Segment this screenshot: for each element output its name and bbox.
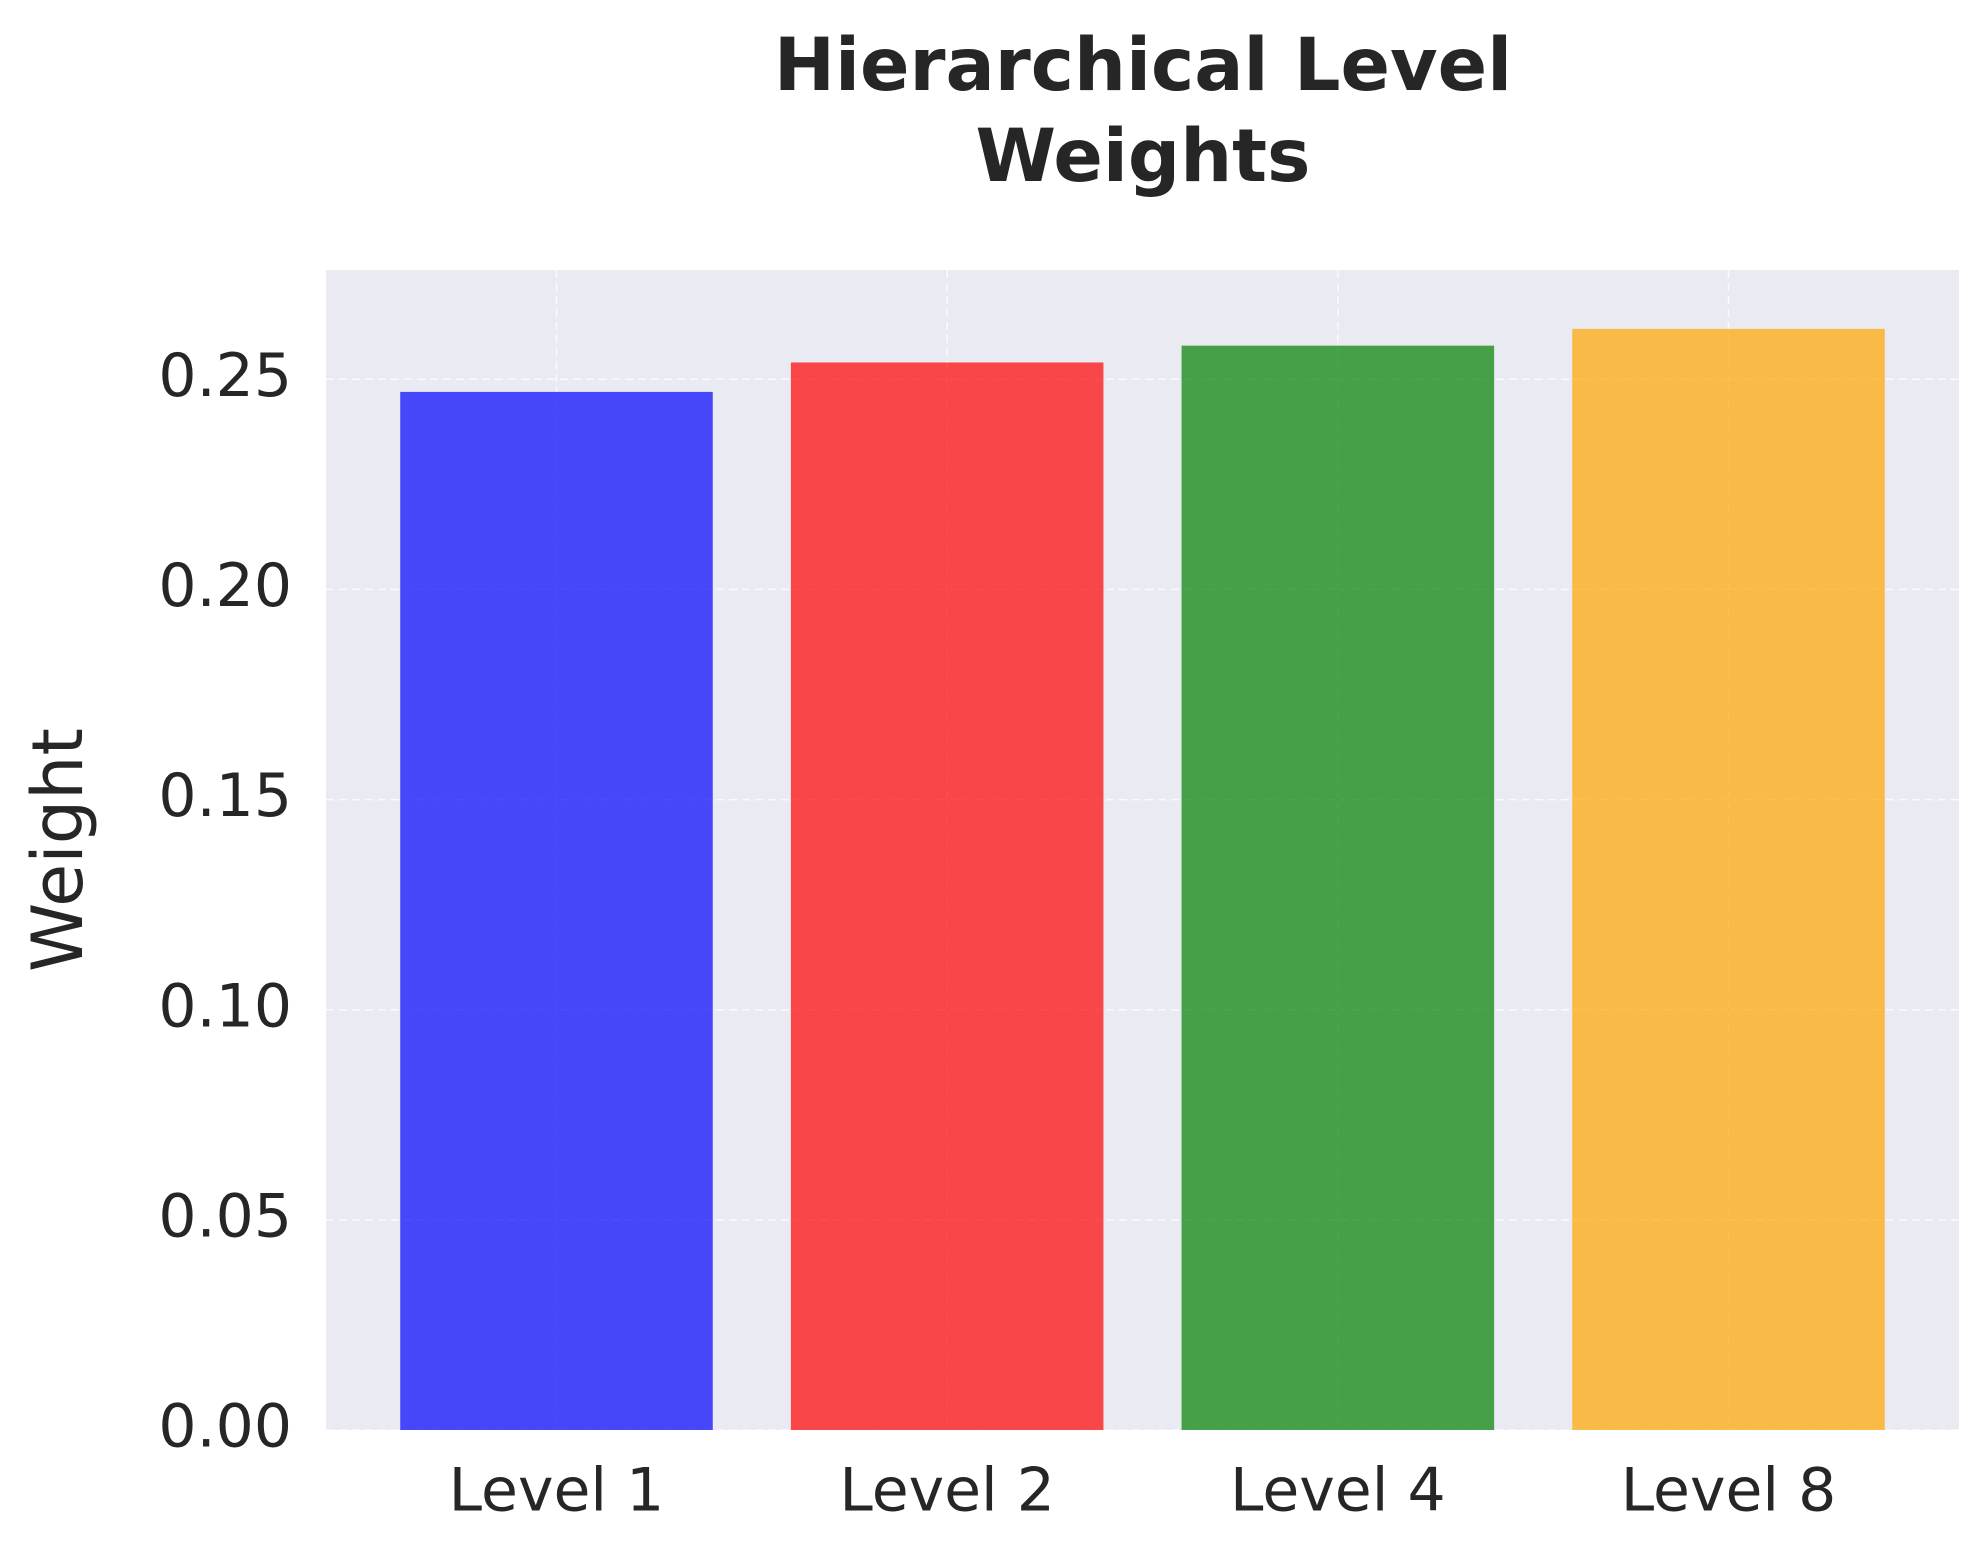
bar xyxy=(400,391,713,1431)
y-tick-label: 0.20 xyxy=(158,551,292,621)
bar xyxy=(1181,345,1495,1431)
x-tick-label: Level 4 xyxy=(1230,1456,1446,1526)
x-tick-label: Level 1 xyxy=(449,1456,665,1526)
y-tick-label: 0.00 xyxy=(158,1392,292,1462)
chart-title: Hierarchical Level Weights xyxy=(774,23,1512,199)
y-tick-label: 0.05 xyxy=(158,1181,292,1251)
y-tick-label: 0.15 xyxy=(158,761,292,831)
y-tick-label: 0.25 xyxy=(158,341,292,411)
x-tick-label: Level 8 xyxy=(1621,1456,1837,1526)
x-tick-label: Level 2 xyxy=(839,1456,1055,1526)
bar xyxy=(1572,328,1885,1430)
y-tick-label: 0.10 xyxy=(158,971,292,1041)
bar xyxy=(790,362,1104,1431)
y-axis-label: Weight xyxy=(17,728,99,972)
